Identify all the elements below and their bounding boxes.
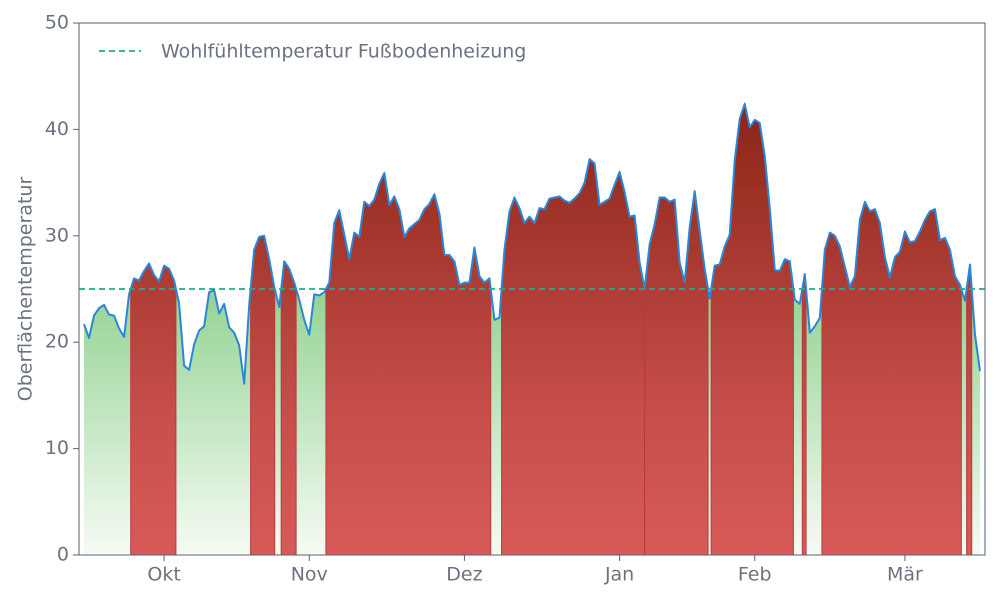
y-axis-label: Oberflächentemperatur <box>15 177 37 402</box>
line <box>83 102 981 385</box>
y-tick-label: 40 <box>45 118 69 140</box>
y-tick-label: 30 <box>45 224 69 246</box>
above-threshold-area <box>250 235 276 556</box>
y-tick-label: 20 <box>45 331 69 353</box>
above-threshold-area <box>280 259 297 556</box>
x-tick-label: Mär <box>887 564 923 586</box>
x-tick-label: Jan <box>604 564 634 586</box>
x-tick-label: Dez <box>446 564 482 586</box>
x-tick-label: Okt <box>147 564 180 586</box>
above-threshold-area <box>130 262 177 556</box>
above-threshold-area <box>644 191 709 556</box>
above-threshold-area <box>966 264 973 556</box>
above-threshold-area <box>710 101 794 556</box>
y-tick-label: 10 <box>45 437 69 459</box>
x-tick-label: Nov <box>291 564 328 586</box>
plot-frame <box>78 22 986 556</box>
above-threshold-area <box>801 274 807 556</box>
x-tick-label: Feb <box>738 564 772 586</box>
y-tick-label: 0 <box>57 544 69 566</box>
y-tick-label: 50 <box>45 12 69 34</box>
legend-label: Wohlfühltemperatur Fußbodenheizung <box>161 41 526 63</box>
